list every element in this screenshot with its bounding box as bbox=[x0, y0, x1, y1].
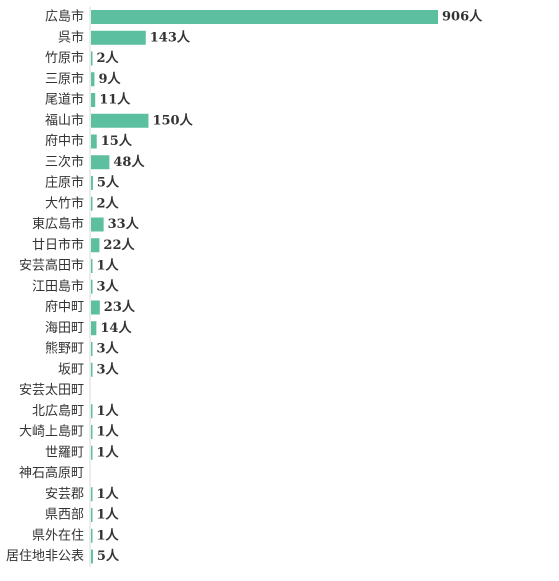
value-label: 1人 bbox=[97, 403, 120, 419]
value-label: 5人 bbox=[97, 175, 120, 191]
category-label: 安芸郡 bbox=[45, 486, 84, 502]
bar bbox=[91, 196, 93, 211]
bar bbox=[91, 487, 93, 502]
bar bbox=[91, 176, 93, 190]
value-label: 11人 bbox=[99, 92, 131, 108]
bar bbox=[91, 238, 100, 253]
category-label: 安芸太田町 bbox=[19, 382, 84, 398]
category-label: 三原市 bbox=[45, 71, 84, 87]
bar bbox=[91, 10, 438, 24]
category-label: 江田島市 bbox=[32, 278, 84, 294]
category-label: 熊野町 bbox=[45, 341, 84, 357]
value-label: 23人 bbox=[104, 299, 136, 315]
category-label: 北広島町 bbox=[32, 404, 84, 419]
category-label: 尾道市 bbox=[45, 92, 84, 108]
bar bbox=[91, 72, 95, 87]
bar bbox=[91, 217, 104, 232]
bar bbox=[91, 342, 93, 356]
value-label: 1人 bbox=[97, 527, 120, 543]
category-label: 大竹市 bbox=[45, 195, 84, 211]
category-label: 府中市 bbox=[45, 133, 84, 149]
category-label: 廿日市市 bbox=[32, 237, 84, 253]
bar bbox=[91, 259, 93, 273]
category-label: 呉市 bbox=[58, 29, 84, 45]
value-label: 1人 bbox=[97, 424, 120, 440]
category-label: 安芸高田市 bbox=[19, 258, 84, 274]
value-label: 3人 bbox=[97, 341, 120, 357]
category-label: 三次市 bbox=[45, 154, 84, 170]
category-label: 県西部 bbox=[45, 508, 84, 523]
category-label: 坂町 bbox=[58, 362, 84, 377]
category-label: 広島市 bbox=[45, 9, 84, 25]
category-label: 竹原市 bbox=[45, 50, 84, 66]
bar bbox=[91, 155, 110, 170]
category-label: 府中町 bbox=[45, 300, 84, 315]
value-label: 9人 bbox=[98, 71, 121, 87]
value-label: 3人 bbox=[97, 361, 120, 377]
bar bbox=[91, 30, 146, 45]
category-label: 世羅町 bbox=[45, 445, 84, 460]
category-label: 福山市 bbox=[45, 112, 84, 128]
bar bbox=[91, 321, 97, 336]
bar bbox=[91, 279, 93, 294]
value-label: 143人 bbox=[150, 29, 191, 45]
value-label: 150人 bbox=[152, 112, 193, 128]
value-label: 3人 bbox=[97, 278, 120, 294]
value-label: 15人 bbox=[101, 133, 133, 149]
bar bbox=[91, 134, 97, 149]
bar bbox=[91, 93, 96, 107]
value-label: 1人 bbox=[97, 444, 120, 460]
value-label: 906人 bbox=[442, 9, 483, 25]
bar bbox=[91, 404, 93, 419]
category-label: 県外在住 bbox=[32, 528, 84, 543]
value-label: 1人 bbox=[97, 507, 120, 523]
bar bbox=[91, 549, 93, 564]
category-label: 大崎上島町 bbox=[19, 425, 84, 440]
category-label: 居住地非公表 bbox=[6, 549, 84, 564]
bar bbox=[91, 362, 93, 377]
value-label: 5人 bbox=[97, 548, 120, 564]
category-label: 海田町 bbox=[45, 321, 84, 336]
category-label: 庄原市 bbox=[45, 175, 84, 191]
bar bbox=[91, 51, 93, 66]
value-label: 1人 bbox=[97, 486, 120, 502]
category-label: 東広島市 bbox=[32, 216, 84, 232]
bar bbox=[91, 300, 100, 315]
bar bbox=[91, 508, 93, 522]
value-label: 2人 bbox=[97, 50, 120, 66]
value-label: 2人 bbox=[97, 195, 120, 211]
bar bbox=[91, 425, 93, 439]
category-label: 神石高原町 bbox=[19, 465, 84, 481]
bar bbox=[91, 445, 93, 460]
value-label: 14人 bbox=[100, 320, 132, 336]
bar bbox=[91, 528, 93, 543]
value-label: 1人 bbox=[97, 258, 120, 274]
value-label: 33人 bbox=[108, 216, 140, 232]
value-label: 48人 bbox=[113, 154, 145, 170]
value-label: 22人 bbox=[103, 237, 135, 253]
bar bbox=[91, 113, 149, 128]
